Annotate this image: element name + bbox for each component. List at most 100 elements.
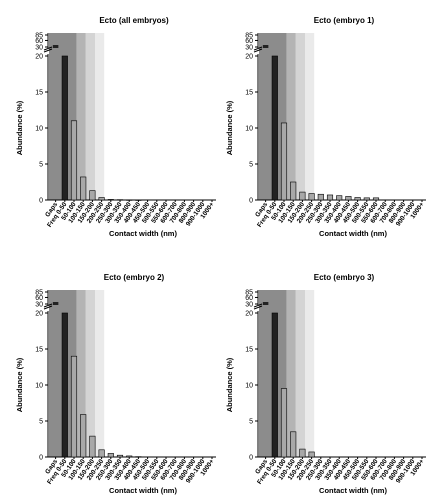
y-tick-label: 5 [249, 419, 253, 426]
y-tick-label: 15 [35, 90, 43, 97]
shaded-zone-3 [85, 290, 95, 457]
bar-300-350 [326, 194, 334, 201]
bar-200-250 [98, 449, 105, 458]
y-tick-label: 15 [245, 90, 253, 97]
bar-200-250 [308, 451, 315, 458]
bar-50-100 [280, 388, 288, 458]
shaded-zone-4 [305, 33, 315, 200]
shaded-zone-3 [85, 33, 95, 200]
bar-freq-0-50 [271, 312, 278, 458]
bar-gaps [262, 45, 269, 48]
y-tick-label: 20 [35, 311, 43, 318]
bar-50-100 [70, 355, 78, 458]
bar-550-600 [372, 197, 380, 201]
bar-150-200 [299, 191, 306, 201]
bar-200-250 [308, 193, 315, 201]
y-tick-label: 0 [249, 455, 253, 462]
y-tick-label: 60 [35, 295, 43, 302]
y-tick-label: 10 [35, 383, 43, 390]
bar-freq-0-50 [61, 312, 68, 458]
shaded-zone-3 [295, 33, 305, 200]
bar-400-450 [345, 196, 352, 201]
shaded-zone-2 [76, 33, 86, 200]
y-tick-label: 60 [245, 295, 253, 302]
x-axis-label: Contact width (nm) [109, 229, 177, 238]
y-tick-label: 20 [245, 54, 253, 61]
axis-break-mark [43, 303, 53, 310]
bar-450-500 [354, 197, 361, 201]
bar-gaps [52, 45, 59, 48]
y-tick-label: 85 [35, 33, 43, 40]
y-axis-label: Abundance (%) [15, 100, 24, 155]
shaded-zone-2 [286, 33, 296, 200]
bar-gaps [52, 302, 59, 305]
bar-100-150 [290, 181, 297, 201]
bar-50-100 [70, 120, 78, 201]
bar-350-400 [336, 195, 343, 201]
y-axis-label: Abundance (%) [225, 357, 234, 412]
bar-250-300 [107, 453, 114, 458]
y-tick-label: 60 [245, 38, 253, 45]
bar-150-200 [89, 190, 96, 201]
y-tick-label: 5 [39, 162, 43, 169]
shaded-zone-2 [286, 290, 296, 457]
chart-title: Ecto (embryo 3) [314, 273, 375, 282]
y-tick-label: 60 [35, 38, 43, 45]
shaded-zone-4 [95, 290, 105, 457]
bar-150-200 [299, 448, 306, 458]
y-tick-label: 30 [245, 45, 253, 52]
shaded-zone-2 [76, 290, 86, 457]
bar-250-300 [107, 199, 114, 201]
bar-100-150 [80, 176, 87, 201]
y-tick-label: 85 [35, 290, 43, 297]
chart-title: Ecto (embryo 1) [314, 16, 375, 25]
bar-200-250 [98, 197, 105, 201]
axis-break-mark [43, 46, 53, 53]
y-tick-label: 20 [245, 311, 253, 318]
bar-50-100 [280, 122, 288, 201]
y-tick-label: 0 [39, 198, 43, 205]
y-tick-label: 20 [35, 54, 43, 61]
bar-freq-0-50 [271, 55, 278, 201]
y-tick-label: 30 [35, 302, 43, 309]
bar-freq-0-50 [61, 55, 68, 201]
y-tick-label: 30 [35, 45, 43, 52]
y-axis-label: Abundance (%) [225, 100, 234, 155]
bar-300-350 [116, 454, 124, 458]
bar-gaps [262, 302, 269, 305]
y-tick-label: 15 [35, 347, 43, 354]
y-tick-label: 5 [249, 162, 253, 169]
x-axis-label: Contact width (nm) [319, 486, 387, 495]
y-tick-label: 30 [245, 302, 253, 309]
y-tick-label: 10 [245, 383, 253, 390]
bar-500-550 [363, 197, 370, 201]
bar-100-150 [80, 414, 87, 458]
y-tick-label: 0 [39, 455, 43, 462]
chart-title: Ecto (embryo 2) [104, 273, 165, 282]
x-axis-label: Contact width (nm) [319, 229, 387, 238]
y-axis-label: Abundance (%) [15, 357, 24, 412]
shaded-zone-4 [305, 290, 315, 457]
shaded-zone-4 [95, 33, 105, 200]
bar-100-150 [290, 431, 297, 458]
y-tick-label: 10 [35, 126, 43, 133]
axis-break-mark [253, 46, 263, 53]
axis-break-mark [253, 303, 263, 310]
bar-350-400 [126, 455, 133, 458]
y-tick-label: 5 [39, 419, 43, 426]
bar-150-200 [89, 435, 96, 458]
y-tick-label: 0 [249, 198, 253, 205]
x-axis-label: Contact width (nm) [109, 486, 177, 495]
bar-250-300 [317, 193, 324, 201]
y-tick-label: 10 [245, 126, 253, 133]
y-tick-label: 15 [245, 347, 253, 354]
y-tick-label: 85 [245, 33, 253, 40]
y-tick-label: 85 [245, 290, 253, 297]
shaded-zone-3 [295, 290, 305, 457]
chart-title: Ecto (all embryos) [99, 16, 169, 25]
